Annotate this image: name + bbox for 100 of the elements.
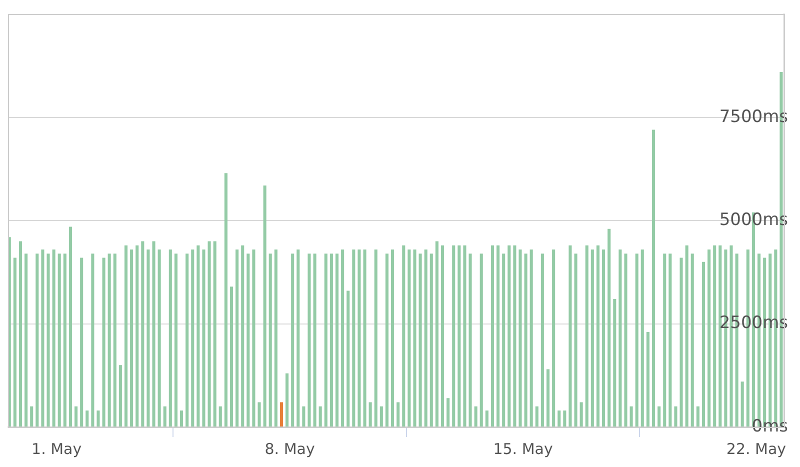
bar [558,410,561,426]
bar [458,245,461,426]
bar [530,249,533,426]
bar [674,406,678,426]
bar [702,262,706,426]
bar [696,406,700,426]
bar [213,241,216,426]
bar [468,254,472,426]
bar [208,241,211,426]
bar [568,245,572,426]
bar [280,402,283,426]
bar [263,186,266,426]
bar [196,245,200,426]
bar [136,245,139,426]
bar [335,254,339,426]
bar [191,249,194,426]
bar [302,406,306,426]
bar [430,254,433,426]
bar [52,249,56,426]
bar [358,249,361,426]
bar [585,245,588,426]
bar [540,254,544,426]
bar [218,406,222,426]
bar [474,406,478,426]
bar [230,286,234,426]
bar [668,254,672,426]
bar [374,249,378,426]
bar [24,254,28,426]
bar [13,258,16,426]
bar [435,241,438,426]
bar [118,365,122,426]
bar [646,332,650,426]
bar [152,241,156,426]
bar [346,290,350,426]
bar [552,249,556,426]
bar [68,226,72,426]
bar [274,249,278,426]
x-tick-label: 15. May [493,440,553,458]
bar [446,398,450,426]
bar [413,249,416,426]
bar [186,254,189,426]
bar [174,254,178,426]
bar [36,254,39,426]
bar [130,249,134,426]
bar [41,249,44,426]
bar [46,254,50,426]
bar [252,249,256,426]
bar [318,406,322,426]
bar [341,249,344,426]
bar [330,254,333,426]
bar [268,254,272,426]
bar [241,245,244,426]
bar [324,254,328,426]
bar [685,245,688,426]
bar [313,254,316,426]
bar [452,245,456,426]
bar [563,410,566,426]
bar [180,410,184,426]
bar [146,249,150,426]
bar [63,254,66,426]
bar [385,254,389,426]
bar [658,406,661,426]
bar [308,254,311,426]
bar [368,402,372,426]
bar [485,410,488,426]
bar [608,228,611,426]
bar [624,254,628,426]
bar [508,245,511,426]
bar [141,241,144,426]
bar [286,373,289,426]
bar [618,249,622,426]
bar [80,258,84,426]
bar [58,254,61,426]
bar [546,369,550,426]
bar [713,245,716,426]
bar [124,245,128,426]
bar [640,249,644,426]
bar [580,402,583,426]
bar [291,254,294,426]
bar [30,406,34,426]
bar [708,249,711,426]
bar [590,249,594,426]
x-tick-label: 1. May [32,440,82,458]
bar [296,249,300,426]
bar [163,406,166,426]
bar [574,254,578,426]
bar [258,402,261,426]
bar [613,299,616,426]
bar [102,258,106,426]
bar [680,258,683,426]
bar [535,406,538,426]
bar [396,402,400,426]
bar [224,173,228,426]
bar [18,241,22,426]
bar [408,249,411,426]
bar [513,245,516,426]
bar [663,254,666,426]
bar [352,249,356,426]
bar [690,254,694,426]
bar [96,410,100,426]
